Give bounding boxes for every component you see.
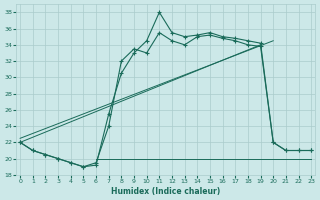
X-axis label: Humidex (Indice chaleur): Humidex (Indice chaleur) — [111, 187, 220, 196]
